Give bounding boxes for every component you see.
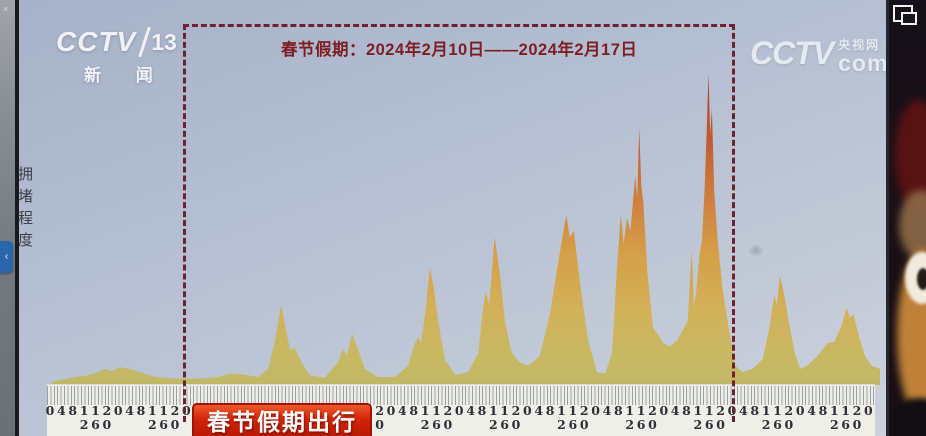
x-tick-label: 1 2 — [488, 403, 498, 432]
x-tick-label: 4 — [398, 403, 407, 418]
x-tick-label: 0 — [591, 403, 600, 418]
watermark-word: CCTV — [750, 35, 834, 71]
x-tick-label: 0 — [659, 403, 669, 418]
holiday-window-box: 春节假期：2024年2月10日——2024年2月17日 — [183, 24, 735, 422]
x-tick-label: 4 — [57, 403, 66, 418]
x-tick-label: 4 — [602, 403, 612, 418]
x-tick-label: 2 0 — [511, 403, 521, 432]
x-tick-label: 4 — [807, 403, 816, 418]
watermark-cn: 央视网 — [838, 38, 881, 52]
x-tick-label: 1 2 — [693, 403, 703, 432]
x-tick-label: 1 6 — [841, 403, 850, 432]
channel-logo-word: CCTV — [56, 26, 137, 57]
x-tick-label: 1 6 — [773, 403, 782, 432]
x-tick-label: 1 6 — [568, 403, 578, 432]
channel-logo-slash — [138, 27, 152, 57]
x-tick-label: 8 — [545, 403, 555, 418]
y-axis-label: 拥堵程度 — [16, 166, 33, 254]
x-tick-label: 0 — [454, 403, 464, 418]
x-tick-label: 2 0 — [375, 403, 384, 432]
side-tab-badge: ‹ — [0, 241, 13, 273]
background-dark-bottom — [889, 398, 926, 436]
mascot-eye — [905, 252, 926, 304]
screen-smudge — [748, 244, 764, 257]
x-tick-label: 4 — [670, 403, 680, 418]
x-tick-label: 1 6 — [500, 403, 509, 432]
x-tick-label: 8 — [68, 403, 78, 418]
x-tick-label: 2 0 — [648, 403, 657, 432]
news-banner: 春节假期出行 — [192, 403, 372, 436]
channel-logo-number: 13 — [151, 28, 177, 55]
x-tick-label: 8 — [409, 403, 419, 418]
x-tick-label: 4 — [739, 403, 748, 418]
x-tick-label: 2 0 — [579, 403, 589, 432]
x-tick-label: 0 — [523, 403, 532, 418]
x-tick-label: 2 0 — [443, 403, 453, 432]
picture-in-picture-icon[interactable] — [893, 5, 917, 25]
x-tick-label: 1 2 — [761, 403, 771, 432]
x-tick-label: 1 2 — [147, 403, 157, 432]
x-tick-label: 1 6 — [636, 403, 646, 432]
channel-logo: CCTV 13 新 闻 — [56, 26, 177, 86]
x-tick-label: 0 — [386, 403, 396, 418]
screen-bezel-left — [15, 0, 19, 436]
x-tick-label: 0 — [864, 403, 873, 418]
x-tick-label: 8 — [818, 403, 828, 418]
x-tick-label: 2 0 — [170, 403, 180, 432]
cctv-com-watermark: CCTV 央视网 com — [750, 35, 889, 76]
x-tick-label: 1 2 — [557, 403, 566, 432]
mascot-pupil — [917, 268, 926, 290]
pip-inner-rect — [901, 12, 917, 25]
x-tick-label: 2 0 — [102, 403, 112, 432]
background-right-strip — [886, 0, 926, 436]
x-tick-label: 2 0 — [852, 403, 862, 432]
x-tick-label: 8 — [613, 403, 623, 418]
channel-logo-subline: 新 闻 — [84, 66, 168, 85]
x-tick-label: 1 2 — [420, 403, 430, 432]
x-axis-minor-ticks — [47, 386, 875, 405]
x-tick-label: 1 6 — [704, 403, 714, 432]
watermark-com: com — [838, 50, 889, 76]
background-window-sliver: × ‹ — [0, 0, 16, 436]
x-tick-label: 1 2 — [625, 403, 635, 432]
x-tick-label: 4 — [125, 403, 134, 418]
x-tick-label: 1 6 — [159, 403, 168, 432]
x-tick-label: 8 — [682, 403, 691, 418]
x-tick-label: 1 2 — [79, 403, 89, 432]
x-tick-label: 1 2 — [829, 403, 839, 432]
x-tick-label: 2 0 — [716, 403, 725, 432]
x-tick-label: 4 — [534, 403, 544, 418]
x-tick-label: 2 0 — [784, 403, 794, 432]
close-icon: × — [3, 4, 9, 14]
x-tick-label: 8 — [750, 403, 760, 418]
x-tick-label: 0 — [113, 403, 123, 418]
x-tick-label: 4 — [466, 403, 475, 418]
x-tick-label: 0 — [45, 403, 55, 418]
x-tick-label: 1 6 — [432, 403, 441, 432]
chart-title: 春节假期：2024年2月10日——2024年2月17日 — [280, 41, 638, 59]
x-tick-label: 0 — [795, 403, 805, 418]
x-tick-label: 8 — [477, 403, 487, 418]
x-tick-label: 8 — [136, 403, 146, 418]
x-tick-label: 1 6 — [91, 403, 100, 432]
